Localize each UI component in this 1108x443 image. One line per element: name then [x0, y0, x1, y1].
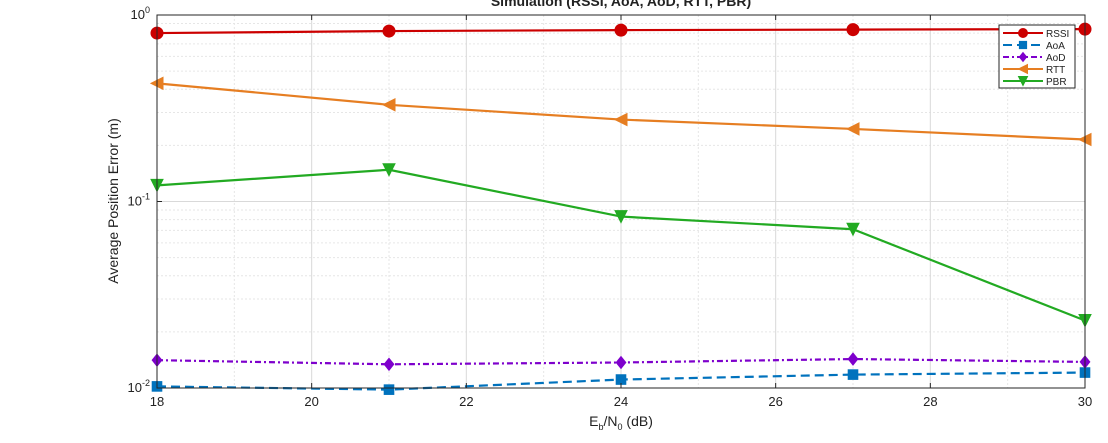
legend-label-aoa: AoA: [1046, 41, 1065, 52]
data-point-rtt: [845, 122, 860, 136]
legend-marker-aod: [1018, 51, 1028, 63]
x-tick-label: 24: [614, 394, 628, 409]
x-tick-label: 30: [1078, 394, 1092, 409]
legend-item-aoa: AoA: [1003, 40, 1065, 52]
data-point-pbr: [614, 210, 628, 224]
legend-item-pbr: PBR: [1003, 76, 1067, 88]
x-tick-label: 28: [923, 394, 937, 409]
x-tick-label: 20: [304, 394, 318, 409]
legend-label-rssi: RSSI: [1046, 29, 1069, 40]
legend-marker-aoa: [1018, 40, 1028, 50]
data-point-rtt: [381, 97, 396, 112]
data-point-aoa: [615, 374, 627, 385]
data-point-aoa: [383, 384, 395, 395]
data-point-aoa: [847, 369, 859, 380]
data-point-aod: [383, 357, 395, 372]
data-point-rssi: [614, 23, 628, 37]
chart-title: Simulation (RSSI, AoA, AoD, RTT, PBR): [491, 0, 751, 9]
legend-item-rtt: RTT: [1003, 63, 1065, 76]
legend-marker-rtt: [1017, 63, 1028, 75]
y-tick-label: 100: [131, 5, 150, 22]
legend-label-rtt: RTT: [1046, 65, 1065, 76]
y-tick-label: 10-1: [128, 192, 150, 209]
y-tick-label: 10-2: [128, 378, 150, 395]
legend-label-pbr: PBR: [1046, 77, 1067, 88]
series-rtt: [149, 76, 1092, 147]
data-point-pbr: [382, 163, 396, 177]
x-tick-label: 26: [768, 394, 782, 409]
legend-item-aod: AoD: [1003, 51, 1065, 64]
data-point-rtt: [613, 112, 628, 127]
ticks: 18 20 22 24 26 28 30 100 10-1 10-2: [128, 5, 1093, 409]
legend-marker-pbr: [1017, 76, 1029, 87]
series-aod: [151, 352, 1091, 372]
data-point-aod: [615, 355, 627, 370]
legend-marker-rssi: [1018, 28, 1028, 38]
x-tick-label: 22: [459, 394, 473, 409]
legend-label-aod: AoD: [1046, 53, 1065, 64]
y-axis-label: Average Position Error (m): [105, 118, 121, 283]
data-point-pbr: [846, 222, 860, 237]
data-point-rssi: [846, 23, 860, 37]
legend-item-rssi: RSSI: [1003, 28, 1069, 40]
x-axis-label: Eb/N0 (dB): [589, 413, 653, 432]
x-tick-label: 18: [150, 394, 164, 409]
data-point-rssi: [382, 24, 396, 38]
data-point-aod: [847, 352, 859, 366]
grid: [156, 14, 1086, 389]
